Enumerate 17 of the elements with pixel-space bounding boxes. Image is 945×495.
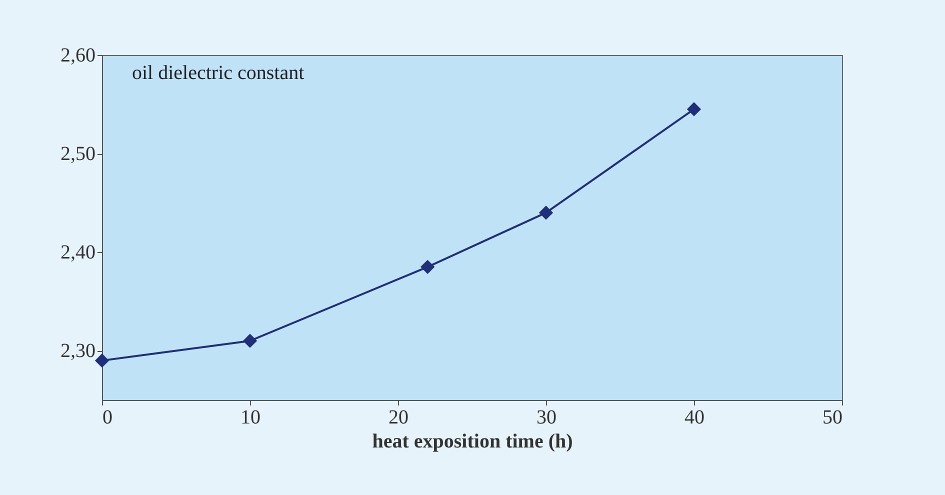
x-axis-title: heat exposition time (h) bbox=[372, 430, 573, 452]
point bbox=[420, 260, 435, 274]
point bbox=[94, 354, 110, 368]
y-tick-label: 2,50 bbox=[60, 143, 96, 166]
x-tick-label: 30 bbox=[536, 406, 556, 428]
x-tick-label: 10 bbox=[240, 406, 260, 428]
y-tick-label: 2,40 bbox=[60, 242, 96, 264]
annotation: oil dielectric constant bbox=[132, 62, 305, 84]
y-tick-label: 2,30 bbox=[60, 340, 96, 362]
x-tick-label: 20 bbox=[388, 406, 408, 428]
point bbox=[686, 102, 702, 116]
point bbox=[242, 334, 258, 348]
x-tick-label: 40 bbox=[684, 406, 704, 428]
y-tick-label: 2,60 bbox=[60, 44, 96, 66]
x-tick-label: 50 bbox=[822, 406, 842, 428]
point bbox=[538, 206, 554, 220]
x-tick-label: 0 bbox=[102, 406, 112, 428]
